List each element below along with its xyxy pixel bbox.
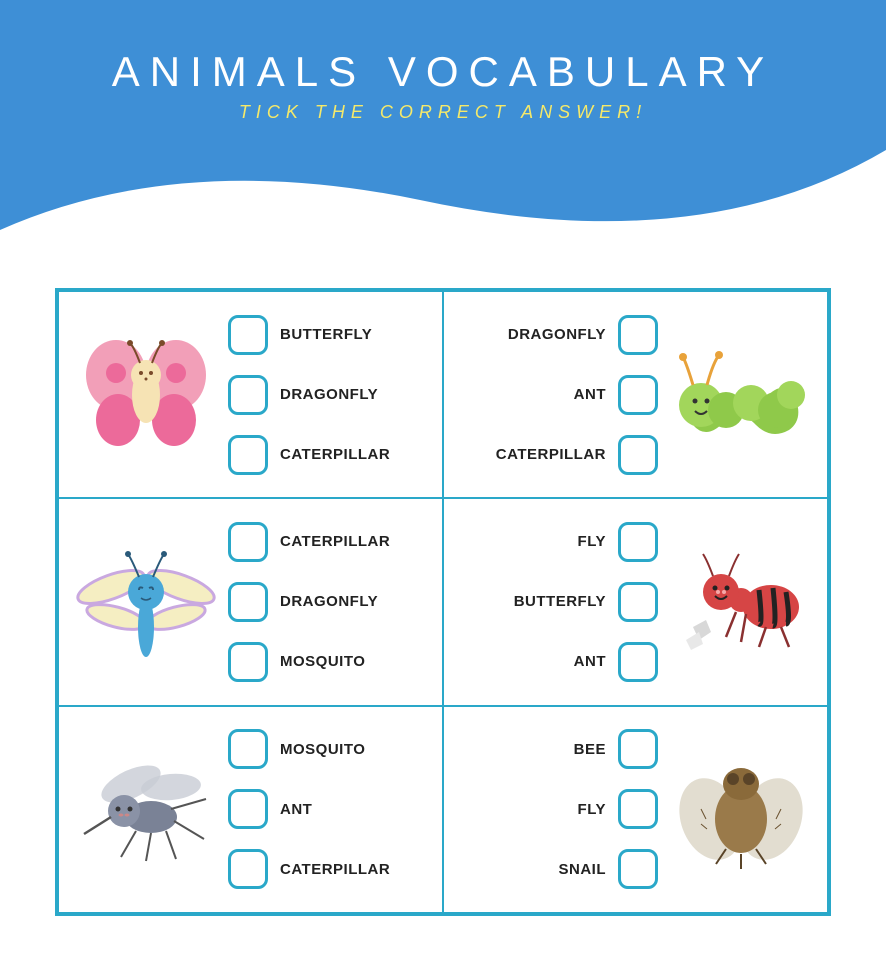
option-label: CATERPILLAR — [496, 446, 606, 463]
option-row: CATERPILLAR — [458, 435, 658, 475]
option-label: CATERPILLAR — [280, 861, 390, 878]
checkbox[interactable] — [228, 375, 268, 415]
checkbox[interactable] — [618, 435, 658, 475]
fly-icon — [668, 737, 813, 882]
page-title: ANIMALS VOCABULARY — [0, 48, 886, 96]
option-label: DRAGONFLY — [280, 593, 378, 610]
option-row: CATERPILLAR — [228, 522, 428, 562]
option-row: SNAIL — [458, 849, 658, 889]
checkbox[interactable] — [618, 849, 658, 889]
checkbox[interactable] — [228, 642, 268, 682]
option-label: SNAIL — [559, 861, 607, 878]
checkbox[interactable] — [228, 522, 268, 562]
options: DRAGONFLY ANT CATERPILLAR — [458, 315, 658, 475]
caterpillar-icon — [668, 322, 813, 467]
options: BEE FLY SNAIL — [458, 729, 658, 889]
option-row: BEE — [458, 729, 658, 769]
checkbox[interactable] — [618, 729, 658, 769]
dragonfly-icon — [73, 529, 218, 674]
option-label: DRAGONFLY — [508, 326, 606, 343]
cell-ant: FLY BUTTERFLY ANT — [443, 498, 828, 705]
option-row: DRAGONFLY — [228, 375, 428, 415]
checkbox[interactable] — [228, 789, 268, 829]
option-label: BUTTERFLY — [280, 326, 372, 343]
option-row: CATERPILLAR — [228, 849, 428, 889]
option-label: CATERPILLAR — [280, 446, 390, 463]
checkbox[interactable] — [618, 522, 658, 562]
option-label: BUTTERFLY — [514, 593, 606, 610]
option-label: DRAGONFLY — [280, 386, 378, 403]
option-row: ANT — [458, 375, 658, 415]
checkbox[interactable] — [228, 849, 268, 889]
options: FLY BUTTERFLY ANT — [458, 522, 658, 682]
option-label: BEE — [574, 741, 606, 758]
option-row: ANT — [228, 789, 428, 829]
checkbox[interactable] — [618, 375, 658, 415]
checkbox[interactable] — [618, 642, 658, 682]
option-row: BUTTERFLY — [458, 582, 658, 622]
checkbox[interactable] — [618, 582, 658, 622]
option-label: MOSQUITO — [280, 653, 365, 670]
butterfly-icon — [73, 322, 218, 467]
option-row: CATERPILLAR — [228, 435, 428, 475]
option-label: FLY — [578, 801, 606, 818]
checkbox[interactable] — [228, 315, 268, 355]
options: BUTTERFLY DRAGONFLY CATERPILLAR — [228, 315, 428, 475]
option-row: DRAGONFLY — [228, 582, 428, 622]
checkbox[interactable] — [618, 789, 658, 829]
mosquito-icon — [73, 737, 218, 882]
cell-caterpillar: DRAGONFLY ANT CATERPILLAR — [443, 291, 828, 498]
checkbox[interactable] — [618, 315, 658, 355]
option-row: DRAGONFLY — [458, 315, 658, 355]
cell-dragonfly: CATERPILLAR DRAGONFLY MOSQUITO — [58, 498, 443, 705]
options: CATERPILLAR DRAGONFLY MOSQUITO — [228, 522, 428, 682]
option-row: MOSQUITO — [228, 642, 428, 682]
option-label: ANT — [574, 386, 606, 403]
checkbox[interactable] — [228, 435, 268, 475]
option-label: ANT — [280, 801, 312, 818]
checkbox[interactable] — [228, 582, 268, 622]
cell-butterfly: BUTTERFLY DRAGONFLY CATERPILLAR — [58, 291, 443, 498]
option-row: ANT — [458, 642, 658, 682]
checkbox[interactable] — [228, 729, 268, 769]
options: MOSQUITO ANT CATERPILLAR — [228, 729, 428, 889]
header: ANIMALS VOCABULARY TICK THE CORRECT ANSW… — [0, 0, 886, 123]
ant-icon — [668, 529, 813, 674]
option-row: FLY — [458, 789, 658, 829]
option-row: BUTTERFLY — [228, 315, 428, 355]
option-label: MOSQUITO — [280, 741, 365, 758]
option-row: MOSQUITO — [228, 729, 428, 769]
option-label: CATERPILLAR — [280, 533, 390, 550]
option-label: FLY — [578, 533, 606, 550]
option-label: ANT — [574, 653, 606, 670]
cell-fly: BEE FLY SNAIL — [443, 706, 828, 913]
worksheet-grid: BUTTERFLY DRAGONFLY CATERPILLAR DRAGONFL… — [55, 288, 831, 916]
option-row: FLY — [458, 522, 658, 562]
page-subtitle: TICK THE CORRECT ANSWER! — [0, 102, 886, 123]
cell-mosquito: MOSQUITO ANT CATERPILLAR — [58, 706, 443, 913]
